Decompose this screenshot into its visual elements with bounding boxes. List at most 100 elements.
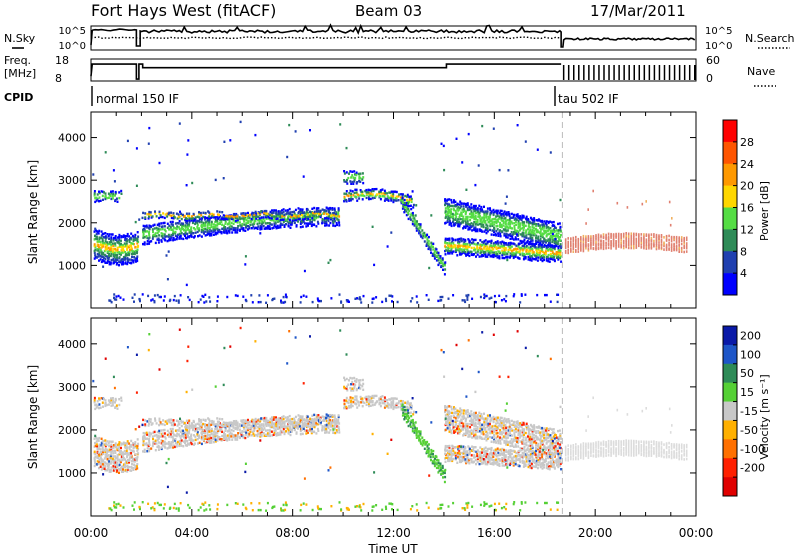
range-cell	[269, 227, 271, 230]
range-cell	[114, 192, 117, 195]
range-cell	[612, 241, 615, 245]
range-cell	[281, 416, 283, 419]
range-cell	[437, 254, 440, 257]
range-cell	[478, 204, 481, 207]
range-cell	[329, 216, 332, 219]
range-cell	[470, 246, 473, 250]
range-cell	[361, 405, 364, 408]
range-cell	[505, 225, 508, 228]
range-cell	[349, 376, 352, 380]
range-cell	[474, 183, 477, 187]
range-cell	[126, 262, 129, 266]
range-cell	[307, 217, 310, 221]
range-cell	[538, 243, 541, 246]
range-cell	[658, 245, 660, 249]
range-cell	[120, 453, 123, 456]
range-cell	[295, 431, 298, 434]
range-cell	[171, 234, 174, 237]
range-cell	[148, 242, 151, 245]
range-cell	[484, 295, 486, 298]
range-cell	[98, 447, 101, 451]
range-cell	[465, 202, 467, 206]
range-cell	[172, 437, 175, 441]
range-cell	[259, 228, 262, 231]
range-cell	[171, 435, 174, 439]
range-cell	[135, 147, 138, 150]
range-cell	[128, 458, 131, 461]
range-cell	[506, 252, 509, 256]
range-cell	[464, 250, 467, 254]
range-cell	[134, 457, 137, 460]
range-cell	[683, 242, 685, 245]
range-cell	[112, 244, 115, 248]
range-cell	[465, 188, 468, 191]
range-cell	[291, 210, 294, 214]
range-cell	[225, 424, 228, 428]
range-cell	[287, 212, 290, 215]
range-cell	[540, 244, 543, 248]
colorbar-swatch	[723, 251, 737, 274]
range-cell	[225, 436, 228, 439]
range-cell	[116, 256, 118, 259]
range-cell	[445, 213, 448, 217]
range-cell	[466, 242, 469, 246]
range-cell	[186, 219, 189, 222]
range-cell	[533, 217, 536, 220]
range-cell	[122, 234, 125, 237]
range-cell	[224, 227, 227, 230]
range-cell	[335, 419, 338, 423]
range-cell	[482, 250, 485, 253]
range-cell	[450, 222, 453, 225]
range-cell	[107, 192, 110, 195]
range-cell	[365, 398, 368, 401]
range-cell	[319, 422, 322, 426]
range-cell	[279, 218, 282, 222]
range-cell	[527, 218, 530, 221]
range-cell	[545, 231, 548, 234]
range-cell	[446, 219, 449, 223]
range-cell	[98, 253, 101, 256]
range-cell	[392, 192, 395, 196]
range-cell	[390, 294, 393, 297]
range-cell	[212, 229, 215, 233]
range-cell	[572, 236, 575, 240]
range-cell	[509, 225, 512, 228]
range-cell	[133, 460, 136, 463]
range-cell	[258, 425, 261, 429]
range-cell	[490, 249, 493, 253]
range-cell	[520, 241, 523, 245]
range-cell	[108, 237, 111, 240]
range-cell	[124, 251, 127, 254]
range-cell	[238, 221, 241, 224]
range-cell	[433, 251, 436, 254]
range-cell	[263, 220, 266, 223]
range-cell	[302, 422, 304, 426]
range-cell	[537, 247, 540, 250]
range-cell	[214, 433, 217, 436]
range-cell	[454, 222, 457, 225]
range-cell	[525, 236, 528, 239]
range-cell	[512, 215, 515, 218]
range-cell	[497, 220, 500, 223]
range-cell	[128, 453, 130, 456]
range-cell	[104, 194, 107, 198]
range-cell	[553, 240, 556, 244]
range-cell	[489, 224, 492, 228]
range-cell	[216, 232, 219, 235]
range-cell	[176, 217, 179, 220]
range-cell	[118, 191, 121, 194]
range-cell	[298, 421, 301, 424]
range-cell	[597, 235, 600, 239]
range-cell	[120, 455, 123, 458]
range-cell	[527, 232, 530, 236]
range-cell	[142, 441, 145, 445]
range-cell	[102, 439, 105, 443]
range-cell	[496, 211, 499, 215]
range-cell	[315, 415, 318, 419]
range-cell	[234, 438, 237, 441]
range-cell	[472, 207, 475, 210]
range-cell	[281, 212, 284, 215]
range-cell	[276, 217, 279, 220]
range-cell	[458, 208, 461, 211]
range-cell	[523, 254, 526, 257]
